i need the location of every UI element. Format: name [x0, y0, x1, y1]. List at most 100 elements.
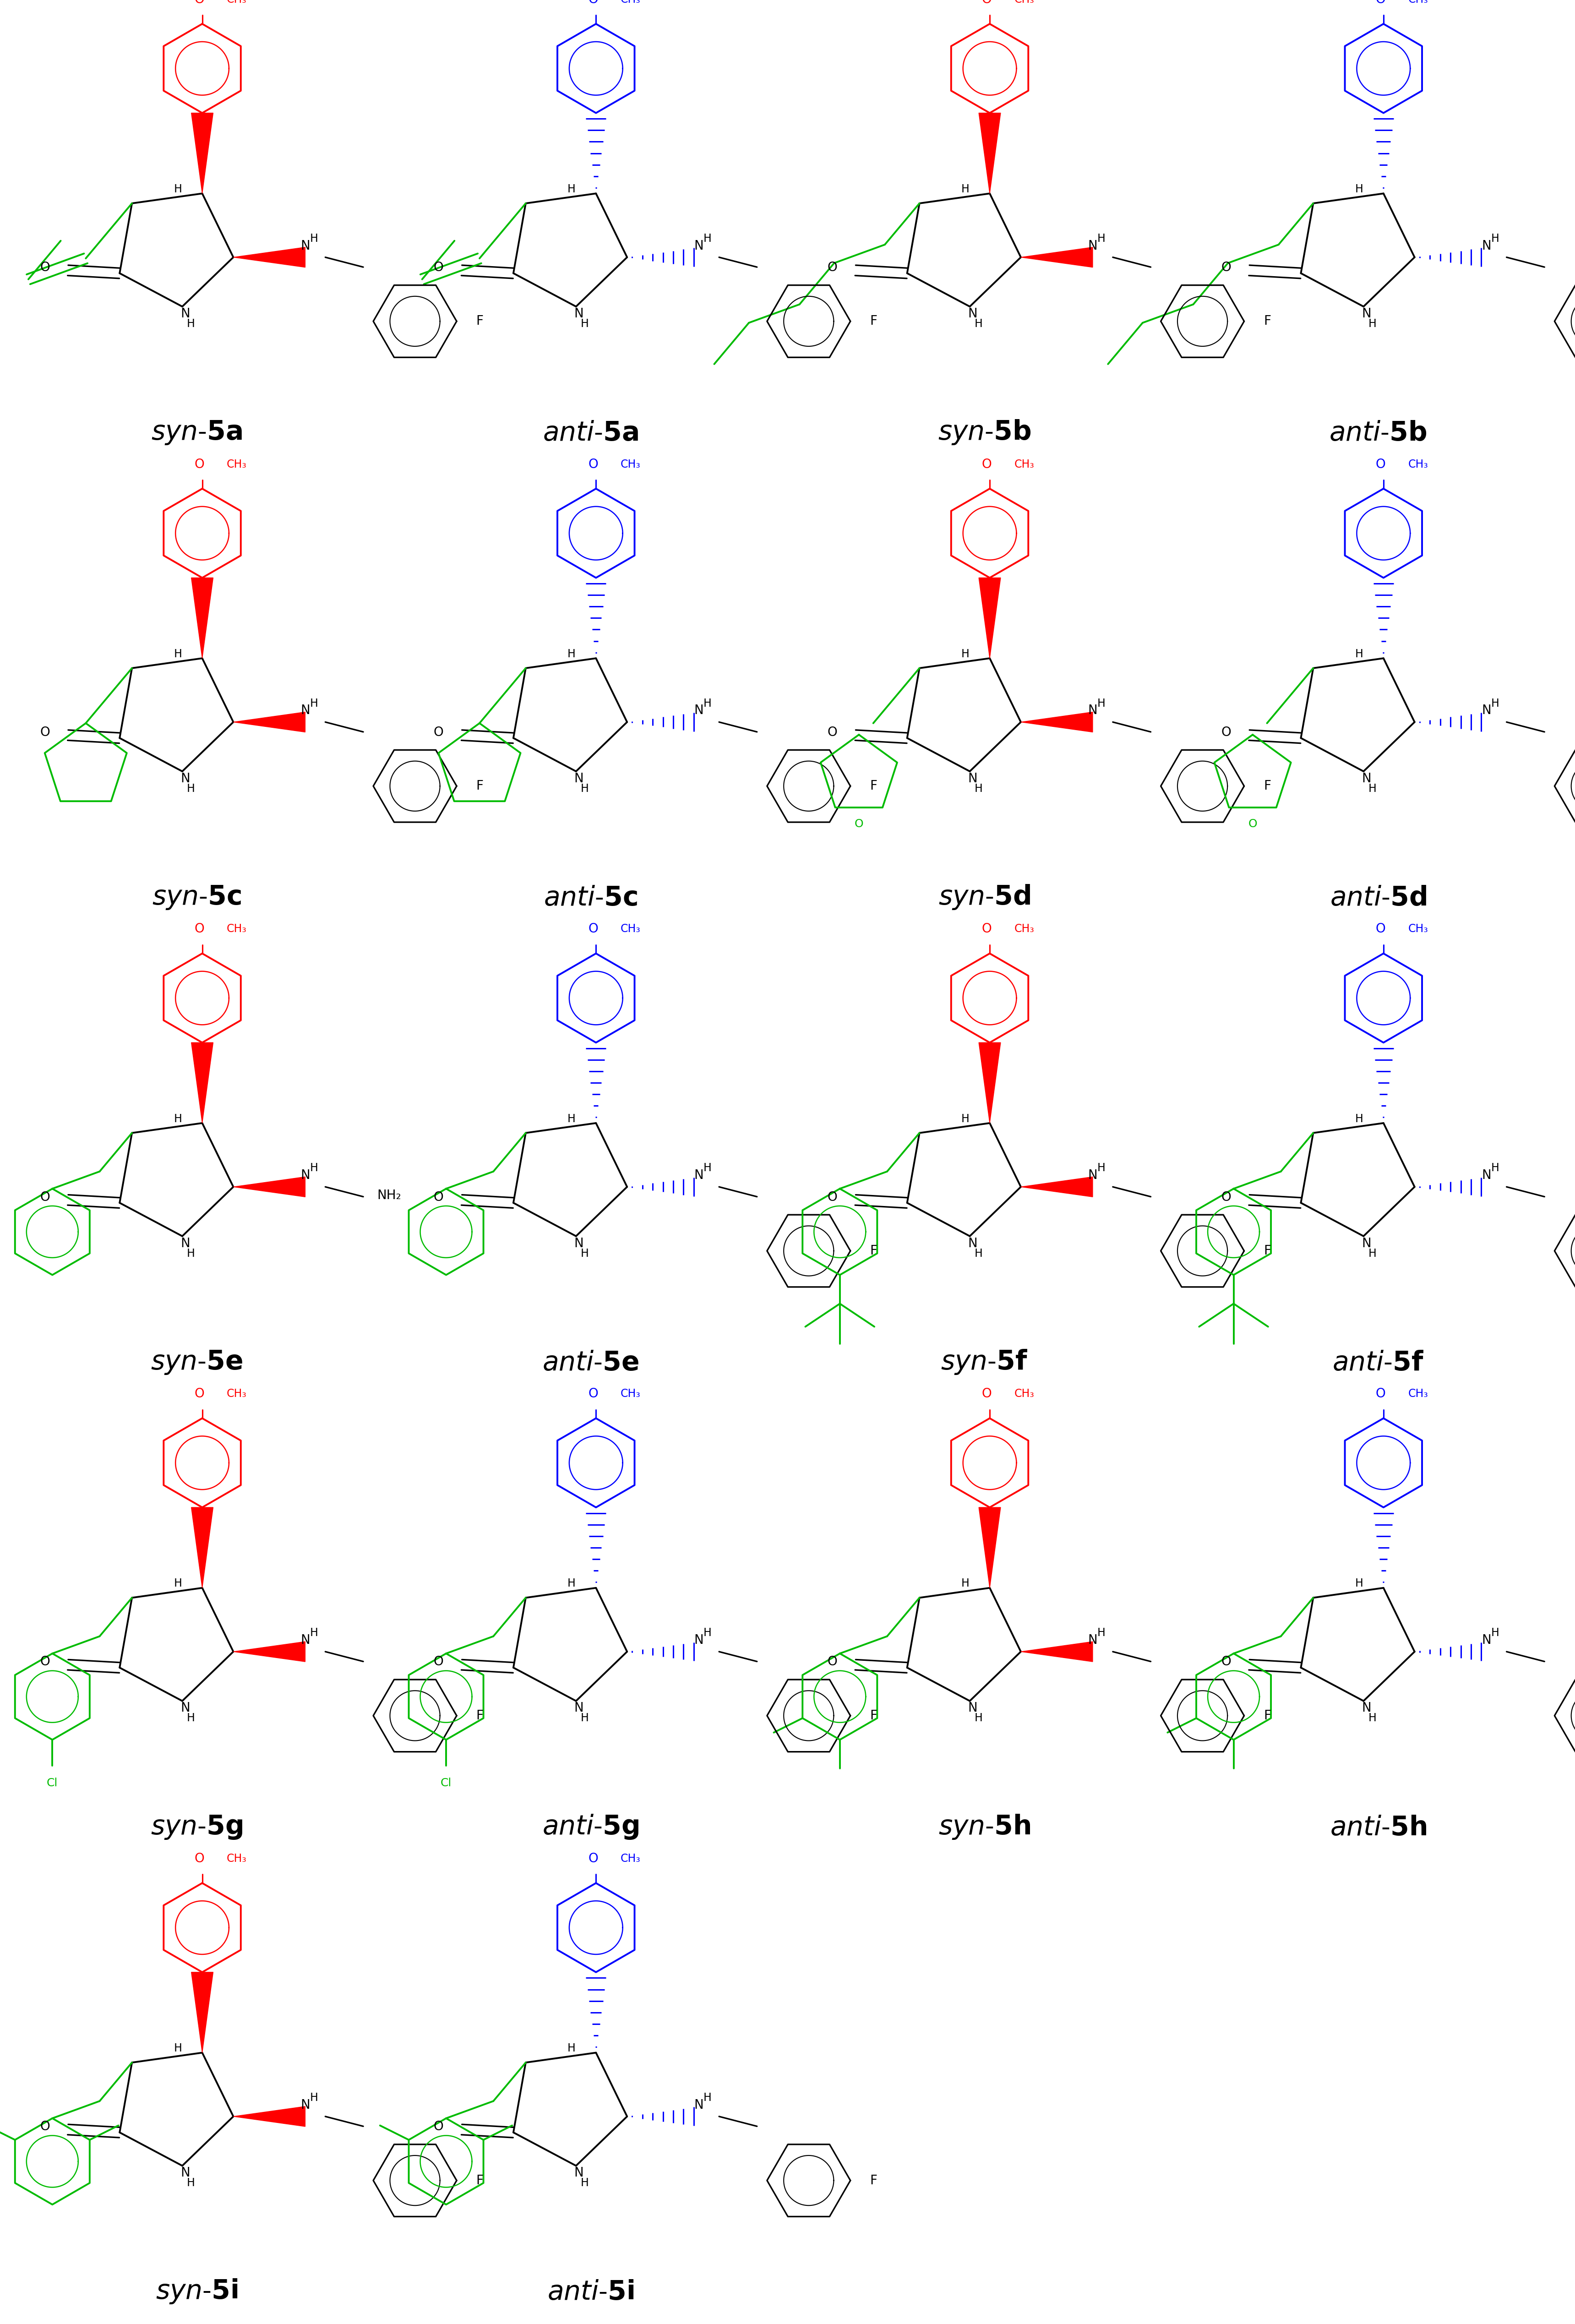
Text: CH₃: CH₃: [1014, 1387, 1035, 1399]
Text: O: O: [194, 1852, 205, 1866]
Text: N: N: [181, 1236, 191, 1250]
Polygon shape: [233, 711, 306, 732]
Text: O: O: [433, 1190, 444, 1204]
Text: N: N: [1088, 1634, 1098, 1648]
Text: H: H: [310, 2092, 318, 2103]
Text: N: N: [695, 1169, 704, 1183]
Text: CH₃: CH₃: [621, 458, 641, 469]
Text: N: N: [575, 307, 584, 321]
Text: H: H: [1492, 1162, 1499, 1174]
Text: N: N: [1088, 1169, 1098, 1183]
Text: H: H: [581, 2178, 589, 2189]
Text: H: H: [975, 1248, 983, 1260]
Text: O: O: [1375, 458, 1386, 472]
Text: H: H: [1354, 648, 1362, 660]
Text: O: O: [1375, 923, 1386, 937]
Text: O: O: [587, 458, 599, 472]
Text: H: H: [173, 1578, 181, 1590]
Text: H: H: [975, 1713, 983, 1724]
Text: N: N: [181, 1701, 191, 1715]
Polygon shape: [233, 1176, 306, 1197]
Text: $\it{anti}$-$\bf{5e}$: $\it{anti}$-$\bf{5e}$: [542, 1350, 639, 1376]
Text: CH₃: CH₃: [1408, 923, 1429, 934]
Text: F: F: [869, 779, 877, 792]
Polygon shape: [978, 1043, 1000, 1122]
Text: H: H: [1354, 1578, 1362, 1590]
Text: NH₂: NH₂: [376, 1190, 402, 1202]
Text: N: N: [301, 239, 310, 253]
Text: N: N: [575, 1236, 584, 1250]
Text: H: H: [1369, 783, 1377, 795]
Text: $\it{syn}$-$\bf{5d}$: $\it{syn}$-$\bf{5d}$: [939, 883, 1030, 911]
Text: CH₃: CH₃: [1014, 0, 1035, 5]
Text: H: H: [1098, 697, 1106, 709]
Text: H: H: [187, 1713, 195, 1724]
Text: O: O: [433, 2119, 444, 2133]
Text: O: O: [587, 1387, 599, 1401]
Text: H: H: [704, 697, 712, 709]
Text: N: N: [181, 307, 191, 321]
Text: H: H: [704, 1162, 712, 1174]
Text: F: F: [476, 779, 484, 792]
Text: O: O: [827, 1655, 838, 1669]
Text: F: F: [476, 1708, 484, 1722]
Text: O: O: [854, 818, 863, 830]
Text: N: N: [969, 1236, 978, 1250]
Text: N: N: [1362, 1236, 1372, 1250]
Text: $\it{syn}$-$\bf{5i}$: $\it{syn}$-$\bf{5i}$: [156, 2278, 238, 2305]
Text: CH₃: CH₃: [1408, 1387, 1429, 1399]
Text: H: H: [1369, 1248, 1377, 1260]
Text: CH₃: CH₃: [621, 923, 641, 934]
Text: O: O: [433, 725, 444, 739]
Text: H: H: [961, 648, 969, 660]
Text: F: F: [476, 2173, 484, 2187]
Text: N: N: [1088, 239, 1098, 253]
Text: $\it{syn}$-$\bf{5h}$: $\it{syn}$-$\bf{5h}$: [939, 1813, 1030, 1841]
Text: H: H: [187, 318, 195, 330]
Text: N: N: [181, 772, 191, 786]
Text: O: O: [39, 260, 50, 274]
Text: $\it{anti}$-$\bf{5f}$: $\it{anti}$-$\bf{5f}$: [1332, 1350, 1424, 1376]
Text: $\it{anti}$-$\bf{5a}$: $\it{anti}$-$\bf{5a}$: [543, 421, 638, 446]
Text: $\it{anti}$-$\bf{5i}$: $\it{anti}$-$\bf{5i}$: [547, 2280, 635, 2305]
Text: H: H: [173, 1113, 181, 1125]
Text: F: F: [1263, 1708, 1271, 1722]
Text: H: H: [1098, 1162, 1106, 1174]
Text: O: O: [433, 1655, 444, 1669]
Text: F: F: [476, 314, 484, 328]
Text: $\it{anti}$-$\bf{5b}$: $\it{anti}$-$\bf{5b}$: [1329, 421, 1427, 446]
Text: H: H: [975, 318, 983, 330]
Polygon shape: [233, 246, 306, 267]
Text: O: O: [1221, 1190, 1232, 1204]
Text: H: H: [567, 184, 575, 195]
Text: $\it{syn}$-$\bf{5e}$: $\it{syn}$-$\bf{5e}$: [151, 1348, 243, 1376]
Text: O: O: [1375, 0, 1386, 7]
Text: F: F: [869, 1708, 877, 1722]
Text: H: H: [581, 1248, 589, 1260]
Text: $\it{syn}$-$\bf{5c}$: $\it{syn}$-$\bf{5c}$: [153, 883, 241, 911]
Text: H: H: [1492, 697, 1499, 709]
Text: H: H: [1354, 1113, 1362, 1125]
Text: N: N: [1482, 1169, 1492, 1183]
Polygon shape: [1021, 1641, 1093, 1662]
Text: H: H: [1098, 232, 1106, 244]
Text: N: N: [301, 1169, 310, 1183]
Polygon shape: [191, 1508, 213, 1587]
Text: Cl: Cl: [47, 1778, 58, 1789]
Text: H: H: [567, 1113, 575, 1125]
Text: CH₃: CH₃: [621, 1852, 641, 1864]
Text: F: F: [869, 1243, 877, 1257]
Text: F: F: [869, 2173, 877, 2187]
Text: H: H: [1492, 232, 1499, 244]
Text: Cl: Cl: [441, 1778, 452, 1789]
Polygon shape: [1021, 1176, 1093, 1197]
Text: $\it{anti}$-$\bf{5h}$: $\it{anti}$-$\bf{5h}$: [1329, 1815, 1427, 1841]
Text: H: H: [581, 1713, 589, 1724]
Text: H: H: [187, 1248, 195, 1260]
Text: O: O: [981, 458, 992, 472]
Polygon shape: [233, 1641, 306, 1662]
Text: N: N: [695, 2099, 704, 2113]
Text: O: O: [981, 1387, 992, 1401]
Text: O: O: [981, 923, 992, 937]
Text: O: O: [194, 458, 205, 472]
